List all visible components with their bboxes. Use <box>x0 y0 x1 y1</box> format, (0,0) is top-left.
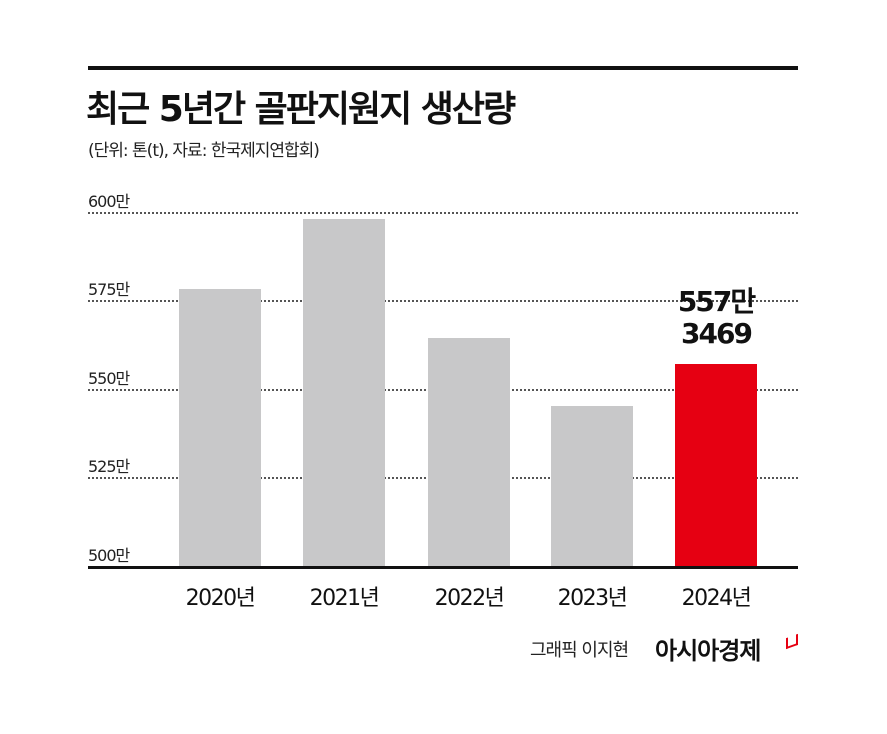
brand-mark-icon <box>786 633 798 650</box>
bar-2023 <box>551 406 633 566</box>
y-tick-label: 500만 <box>88 542 133 566</box>
value-label-2024: 557만 3469 <box>646 286 786 350</box>
y-tick-label: 575만 <box>88 276 133 300</box>
value-label-line1: 557만 <box>677 285 756 318</box>
top-rule <box>88 66 798 70</box>
brand-logo: 아시아경제 <box>655 637 761 665</box>
gridline-600 <box>88 212 798 214</box>
x-axis-line <box>88 566 798 569</box>
bar-2020 <box>179 289 261 566</box>
bar-2024 <box>675 364 757 566</box>
x-tick-label: 2020년 <box>185 586 256 611</box>
bar-2022 <box>428 338 510 566</box>
x-tick-label: 2023년 <box>557 586 628 611</box>
value-label-line2: 3469 <box>681 317 753 350</box>
x-tick-label: 2022년 <box>434 586 505 611</box>
x-tick-label: 2021년 <box>309 586 380 611</box>
x-tick-label: 2024년 <box>681 586 752 611</box>
graphic-credit: 그래픽 이지현 <box>530 640 629 661</box>
y-tick-label: 525만 <box>88 453 133 477</box>
chart-title: 최근 5년간 골판지원지 생산량 <box>86 89 516 130</box>
chart-subtitle: (단위: 톤(t), 자료: 한국제지연합회) <box>88 141 320 161</box>
y-tick-label: 550만 <box>88 365 133 389</box>
gridline-575 <box>88 300 798 302</box>
y-tick-label: 600만 <box>88 188 133 212</box>
bar-2021 <box>303 219 385 566</box>
